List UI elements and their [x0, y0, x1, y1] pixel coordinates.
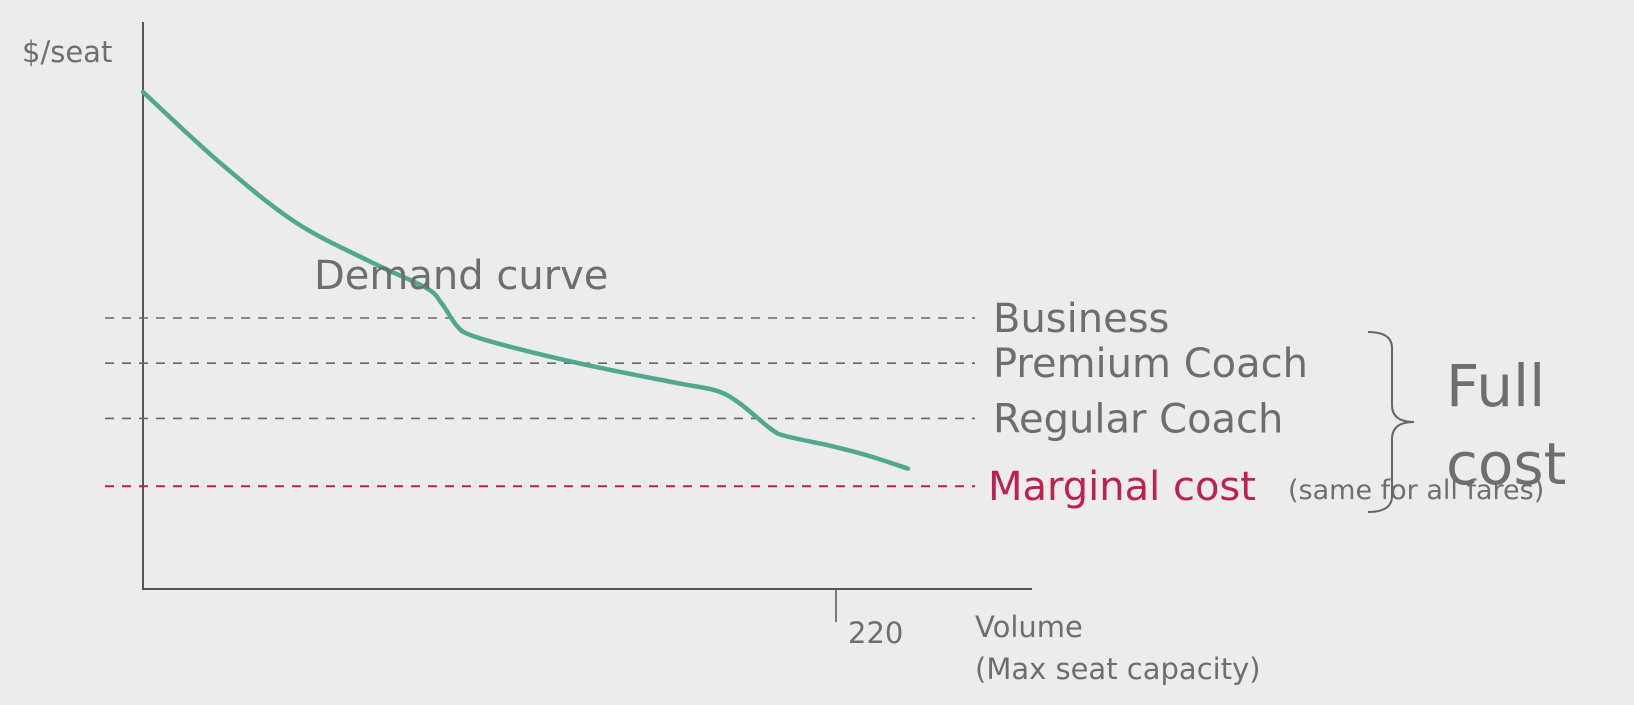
full-cost-label-line-1: Full: [1446, 352, 1545, 420]
fare-level-1-label: Business: [993, 296, 1169, 342]
x-axis-sublabel: (Max seat capacity): [975, 652, 1261, 686]
full-cost-bracket: [1367, 331, 1415, 513]
demand-curve-line: [140, 89, 911, 471]
full-cost-label-line-2: cost: [1446, 430, 1566, 498]
x-axis-label: Volume: [975, 610, 1083, 644]
demand-curve-label: Demand curve: [314, 253, 608, 299]
marginal-cost-note: (same for all fares): [1288, 475, 1544, 506]
fare-level-3-label: Regular Coach: [993, 396, 1283, 442]
marginal-cost-label: Marginal cost: [988, 464, 1256, 510]
x-tick-label-220: 220: [848, 616, 903, 650]
y-axis-label: $/seat: [22, 35, 112, 69]
fare-level-2-label: Premium Coach: [993, 341, 1308, 387]
